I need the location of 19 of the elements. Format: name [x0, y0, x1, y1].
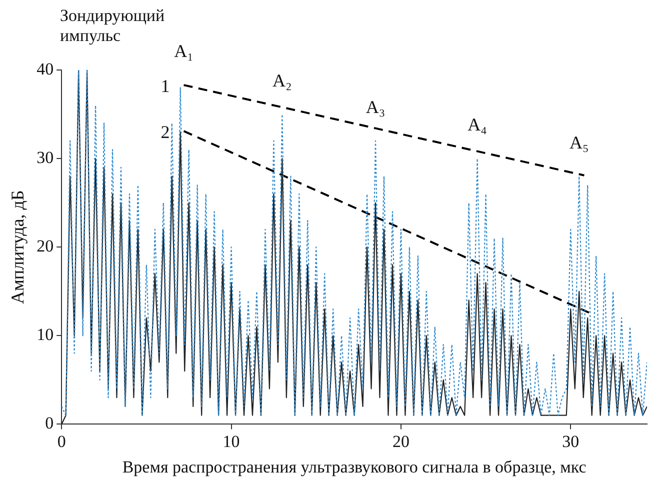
annotation: A₂	[272, 70, 292, 90]
x-tick-label: 20	[392, 432, 410, 451]
series-label: 2	[160, 122, 170, 142]
y-axis-title: Амплитуда, дБ	[8, 190, 28, 304]
y-tick-label: 20	[36, 236, 54, 256]
annotation: A₁	[174, 41, 194, 62]
y-tick-label: 40	[36, 59, 54, 78]
y-tick-label: 30	[36, 148, 54, 168]
text: Зондирующий импульс	[60, 6, 165, 45]
x-tick-label: 30	[562, 432, 580, 451]
annotation: A₃	[366, 96, 386, 117]
series-label: 1	[160, 76, 170, 96]
annotation: A₄	[468, 114, 487, 135]
x-axis-title: Время распространения ультразвукового сигнала в образце, мкс	[122, 457, 587, 476]
annotation: A₅	[569, 132, 589, 152]
x-tick-label: 0	[57, 432, 66, 451]
y-tick-label: 0	[45, 414, 54, 433]
x-tick-label: 10	[222, 432, 240, 451]
y-tick-label: 10	[36, 325, 54, 344]
